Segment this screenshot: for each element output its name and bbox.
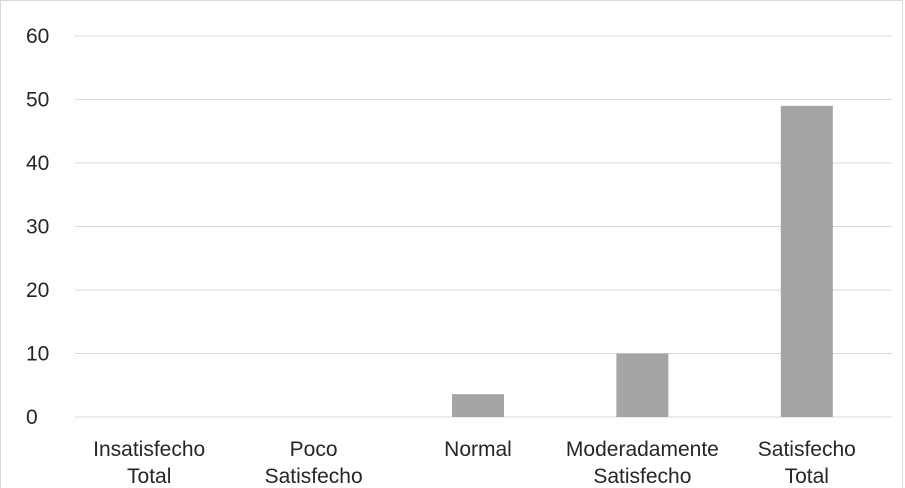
y-tick-label-0: 0 [26,406,38,429]
x-axis-category-labels: Insatisfecho Total Poco Satisfecho Normal Mod… [93,438,856,488]
y-tick-label-10: 10 [26,343,49,366]
category-label-2: Normal [444,438,512,461]
y-axis-tick-labels: 0 10 20 30 40 50 60 [26,25,49,429]
y-tick-label-20: 20 [26,279,49,302]
category-label-line: Total [785,465,829,488]
category-label-4: Satisfecho Total [758,438,856,488]
category-label-0: Insatisfecho Total [93,438,205,488]
category-label-line: Poco [290,438,338,461]
category-label-line: Normal [444,438,512,461]
y-tick-label-40: 40 [26,152,49,175]
category-label-line: Moderadamente [566,438,719,461]
y-tick-label-60: 60 [26,25,49,48]
category-label-1: Poco Satisfecho [265,438,363,488]
bar-4 [780,105,833,417]
category-label-line: Satisfecho [265,465,363,488]
category-label-line: Satisfecho [758,438,856,461]
category-label-line: Total [127,465,171,488]
gridlines [75,35,892,418]
y-tick-label-50: 50 [26,89,49,112]
bars [452,105,833,417]
bar-3 [616,353,669,417]
category-label-line: Insatisfecho [93,438,205,461]
y-tick-label-30: 30 [26,216,49,239]
category-label-line: Satisfecho [593,465,691,488]
category-label-3: Moderadamente Satisfecho [566,438,719,488]
bar-2 [452,394,504,417]
